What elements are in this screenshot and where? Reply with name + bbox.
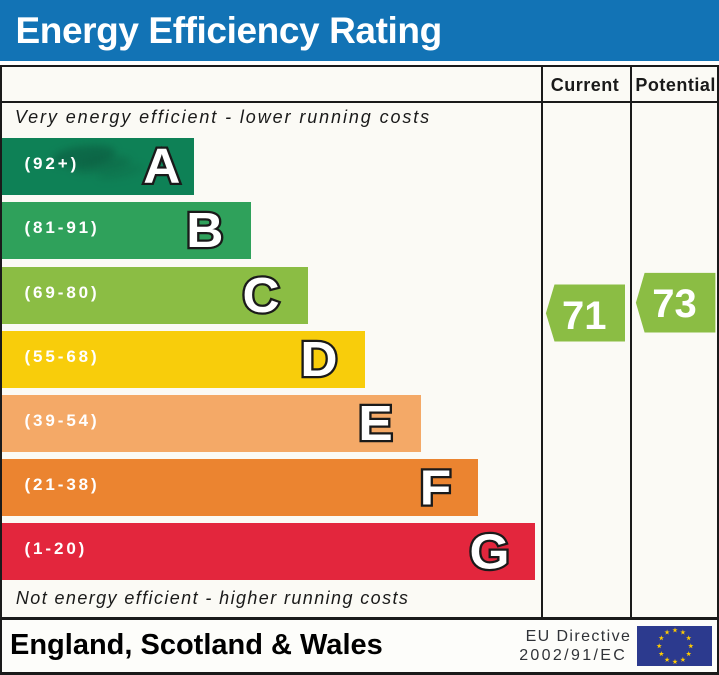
svg-text:73: 73 <box>652 282 697 326</box>
svg-text:71: 71 <box>562 294 607 338</box>
svg-text:E: E <box>358 396 392 451</box>
svg-text:A: A <box>143 139 180 194</box>
svg-text:D: D <box>300 332 337 387</box>
svg-text:G: G <box>469 525 509 580</box>
svg-text:C: C <box>243 268 280 323</box>
svg-text:B: B <box>186 203 223 258</box>
svg-text:F: F <box>420 460 451 515</box>
